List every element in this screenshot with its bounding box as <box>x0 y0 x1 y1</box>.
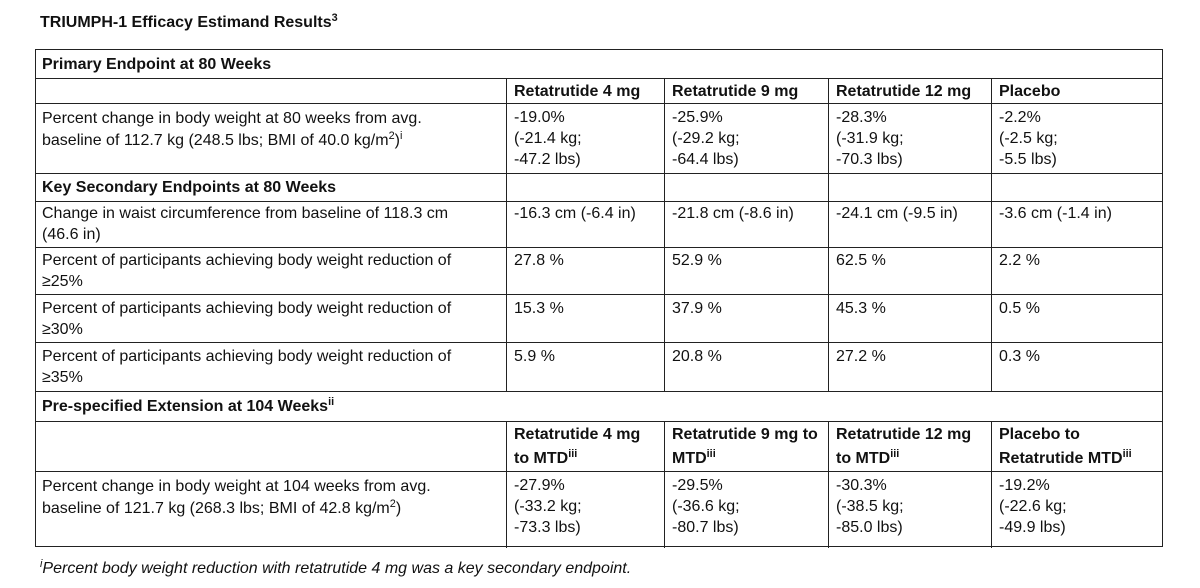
cell-waist-placebo: -3.6 cm (-1.4 in) <box>999 205 1112 222</box>
cell-ext-placebo: -19.2% (-22.6 kg; -49.9 lbs) <box>999 477 1067 536</box>
cell-primary-4mg: -19.0% (-21.4 kg; -47.2 lbs) <box>514 109 582 168</box>
row-label-primary: Percent change in body weight at 80 week… <box>42 110 422 149</box>
cell-r35-9mg: 20.8 % <box>672 348 722 365</box>
cell-primary-placebo: -2.2% (-2.5 kg; -5.5 lbs) <box>999 109 1058 168</box>
cell-ext-4mg: -27.9% (-33.2 kg; -73.3 lbs) <box>514 477 582 536</box>
cell-r30-12mg: 45.3 % <box>836 300 886 317</box>
row-divider <box>36 173 1162 174</box>
cell-r25-12mg: 62.5 % <box>836 252 886 269</box>
row-divider <box>36 421 1162 422</box>
cell-primary-12mg: -28.3% (-31.9 kg; -70.3 lbs) <box>836 109 904 168</box>
section-title-extension: Pre-specified Extension at 104 Weeksii <box>42 396 335 415</box>
cell-r25-placebo: 2.2 % <box>999 252 1040 269</box>
cell-r25-9mg: 52.9 % <box>672 252 722 269</box>
page-title: TRIUMPH-1 Efficacy Estimand Results3 <box>40 12 338 31</box>
cell-waist-4mg: -16.3 cm (-6.4 in) <box>514 205 636 222</box>
row-label-waist: Change in waist circumference from basel… <box>42 205 449 243</box>
title-superscript: 3 <box>331 12 338 25</box>
efficacy-table: Primary Endpoint at 80 Weeks Retatrutide… <box>35 49 1163 548</box>
column-divider <box>664 78 665 391</box>
cell-waist-12mg: -24.1 cm (-9.5 in) <box>836 205 958 222</box>
column-header: Retatrutide 9 mg <box>672 83 799 100</box>
column-divider <box>991 421 992 548</box>
column-divider <box>828 78 829 391</box>
cell-r35-12mg: 27.2 % <box>836 348 886 365</box>
column-divider <box>506 78 507 391</box>
cell-r30-9mg: 37.9 % <box>672 300 722 317</box>
column-header-ext: Retatrutide 12 mg to MTDiii <box>836 426 972 467</box>
row-divider <box>36 103 1162 104</box>
column-divider <box>828 421 829 548</box>
row-divider <box>36 247 1162 248</box>
cell-r35-placebo: 0.3 % <box>999 348 1040 365</box>
section-title-secondary: Key Secondary Endpoints at 80 Weeks <box>42 179 337 196</box>
column-divider <box>991 78 992 391</box>
cell-waist-9mg: -21.8 cm (-8.6 in) <box>672 205 794 222</box>
column-header-ext: Retatrutide 9 mg to MTDiii <box>672 426 818 467</box>
cell-r30-4mg: 15.3 % <box>514 300 564 317</box>
row-divider <box>36 294 1162 295</box>
column-header-ext: Retatrutide 4 mg to MTDiii <box>514 426 641 467</box>
cell-r30-placebo: 0.5 % <box>999 300 1040 317</box>
cell-primary-9mg: -25.9% (-29.2 kg; -64.4 lbs) <box>672 109 740 168</box>
row-label-reduction-30: Percent of participants achieving body w… <box>42 300 452 338</box>
column-divider <box>664 421 665 548</box>
row-label-reduction-25: Percent of participants achieving body w… <box>42 252 452 290</box>
row-divider <box>36 78 1162 79</box>
cell-r25-4mg: 27.8 % <box>514 252 564 269</box>
cell-ext-9mg: -29.5% (-36.6 kg; -80.7 lbs) <box>672 477 740 536</box>
section-title-primary: Primary Endpoint at 80 Weeks <box>42 56 272 73</box>
cell-ext-12mg: -30.3% (-38.5 kg; -85.0 lbs) <box>836 477 904 536</box>
row-divider <box>36 391 1162 392</box>
row-divider <box>36 201 1162 202</box>
row-label-extension: Percent change in body weight at 104 wee… <box>42 478 431 517</box>
column-header: Retatrutide 12 mg <box>836 83 972 100</box>
column-header: Retatrutide 4 mg <box>514 83 641 100</box>
cell-r35-4mg: 5.9 % <box>514 348 555 365</box>
row-label-reduction-35: Percent of participants achieving body w… <box>42 348 452 386</box>
column-header-ext: Placebo to Retatrutide MTDiii <box>999 426 1132 467</box>
column-header: Placebo <box>999 83 1061 100</box>
row-divider <box>36 342 1162 343</box>
row-divider <box>36 471 1162 472</box>
footnote: iPercent body weight reduction with reta… <box>40 558 632 577</box>
column-divider <box>506 421 507 548</box>
